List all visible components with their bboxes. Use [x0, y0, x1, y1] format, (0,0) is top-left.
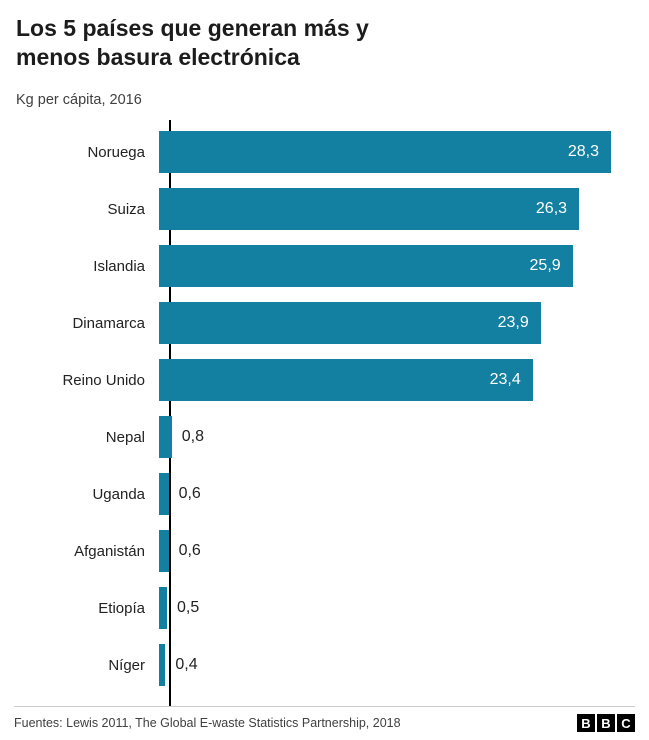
value-label-outside: 0,5 [176, 599, 200, 616]
title-line-2: menos basura electrónica [16, 43, 300, 70]
value-label: 25,9 [529, 257, 561, 274]
bar-chart: Noruega 28,3 Suiza 26,3 Islandia 25,9 Di… [14, 119, 635, 706]
bar [159, 473, 169, 515]
bar-track: 25,9 [159, 238, 611, 295]
bar-track: 0,5 [159, 580, 611, 637]
bar-row: Noruega 28,3 [14, 124, 611, 181]
bar-track: 0,6 [159, 523, 611, 580]
bar-track: 23,4 [159, 352, 611, 409]
bar: 26,3 [159, 188, 580, 230]
bar-row: Reino Unido 23,4 [14, 352, 611, 409]
value-label: 28,3 [567, 143, 599, 160]
title-line-1: Los 5 países que generan más y [16, 15, 369, 41]
bar-row: Etiopía 0,5 [14, 580, 611, 637]
bar-track: 28,3 [159, 124, 611, 181]
footer: Fuentes: Lewis 2011, The Global E-waste … [14, 706, 635, 732]
bar: 23,9 [159, 302, 541, 344]
bar: 28,3 [159, 131, 611, 173]
bbc-logo-block-b1: B [577, 714, 595, 732]
bar-row: Suiza 26,3 [14, 181, 611, 238]
category-label: Níger [108, 656, 145, 674]
bar-row: Níger 0,4 [14, 637, 611, 694]
bar-track: 23,9 [159, 295, 611, 352]
y-axis-line [169, 119, 171, 706]
value-label-outside: 0,4 [175, 656, 198, 673]
bar [159, 416, 172, 458]
bar: 23,4 [159, 359, 533, 401]
bar-track: 0,6 [159, 466, 611, 523]
category-label: Reino Unido [62, 371, 145, 389]
value-label-outside: 0,6 [178, 542, 201, 559]
source-note: Fuentes: Lewis 2011, The Global E-waste … [14, 716, 401, 730]
bar-track: 26,3 [159, 181, 611, 238]
value-label-outside: 0,8 [181, 428, 205, 445]
bar-row: Nepal 0,8 [14, 409, 611, 466]
page-title: Los 5 países que generan más y menos basu… [16, 14, 635, 72]
category-label: Noruega [87, 143, 145, 161]
value-label: 23,4 [489, 371, 521, 388]
bar [159, 644, 166, 686]
value-label: 26,3 [535, 200, 568, 217]
bar [159, 587, 167, 629]
bar: 25,9 [159, 245, 573, 287]
category-label: Uganda [92, 485, 145, 503]
value-label: 23,9 [497, 314, 529, 331]
category-label: Nepal [105, 428, 145, 446]
bar [159, 530, 169, 572]
value-label-outside: 0,6 [178, 485, 201, 502]
bbc-logo-block-b2: B [597, 714, 615, 732]
bar-row: Dinamarca 23,9 [14, 295, 611, 352]
bar-row: Afganistán 0,6 [14, 523, 611, 580]
bar-row: Uganda 0,6 [14, 466, 611, 523]
bbc-logo-block-c: C [617, 714, 635, 732]
bar-track: 0,4 [159, 637, 611, 694]
bbc-logo: B B C [577, 714, 635, 732]
category-label: Dinamarca [72, 314, 145, 332]
chart-subtitle: Kg per cápita, 2016 [16, 91, 142, 108]
category-label: Afganistán [74, 542, 145, 560]
category-label: Suiza [107, 200, 145, 218]
bar-track: 0,8 [159, 409, 611, 466]
category-label: Etiopía [98, 599, 145, 617]
bar-row: Islandia 25,9 [14, 238, 611, 295]
category-label: Islandia [93, 257, 145, 275]
